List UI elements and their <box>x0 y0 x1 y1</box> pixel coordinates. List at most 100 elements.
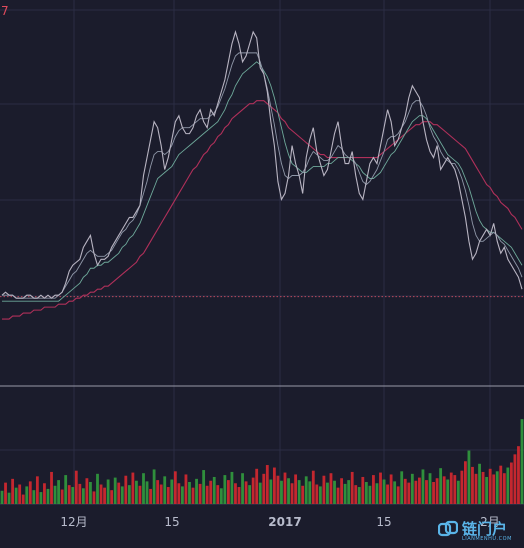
volume-bar <box>471 466 474 504</box>
volume-bar <box>74 470 78 504</box>
volume-bars <box>0 419 524 504</box>
volume-bar <box>138 485 142 504</box>
volume-bar <box>301 485 305 504</box>
volume-bar <box>21 494 25 504</box>
volume-bar <box>478 463 481 504</box>
volume-bar <box>354 485 358 504</box>
volume-bar <box>177 483 181 504</box>
volume-bar <box>46 488 50 504</box>
volume-bar <box>103 487 106 504</box>
volume-bar <box>357 487 361 504</box>
volume-bar <box>294 474 298 504</box>
volume-bar <box>81 488 85 504</box>
volume-bar <box>18 484 22 504</box>
ma-short-line <box>2 52 523 299</box>
volume-bar <box>308 481 312 504</box>
x-tick-labels: 12月 15 2017 15 2月 <box>60 515 499 529</box>
volume-bar <box>135 480 138 504</box>
volume-bar <box>347 480 351 504</box>
volume-bar <box>205 485 209 504</box>
volume-bar <box>311 470 315 504</box>
volume-bar <box>89 482 92 504</box>
volume-bar <box>212 476 216 504</box>
x-tick-label: 15 <box>164 515 179 529</box>
volume-bar <box>432 482 435 504</box>
volume-bar <box>509 462 513 504</box>
volume-bar <box>368 485 372 504</box>
volume-bar <box>92 491 96 504</box>
volume-bar <box>375 483 379 504</box>
volume-bar <box>64 475 68 504</box>
volume-bar <box>110 490 114 504</box>
volume-bar <box>418 477 421 504</box>
volume-bar <box>517 446 520 504</box>
volume-bar <box>195 478 198 504</box>
volume-bar <box>251 477 255 504</box>
volume-bar <box>407 482 411 504</box>
volume-bar <box>329 473 333 504</box>
volume-bar <box>326 482 329 504</box>
x-tick-label: 2月 <box>480 515 500 529</box>
volume-bar <box>265 465 269 504</box>
volume-bar <box>467 450 471 504</box>
volume-bar <box>67 485 71 504</box>
volume-bar <box>0 490 4 504</box>
volume-bar <box>28 481 32 504</box>
volume-bar <box>173 471 177 504</box>
volume-bar <box>35 476 39 504</box>
volume-bar <box>223 475 227 504</box>
volume-bar <box>428 473 432 504</box>
volume-bar <box>414 480 418 504</box>
volume-bar <box>364 482 368 504</box>
volume-bar <box>14 487 18 504</box>
volume-bar <box>481 471 485 504</box>
volume-bar <box>78 483 82 504</box>
volume-bar <box>421 469 425 504</box>
volume-bar <box>336 487 340 504</box>
volume-bar <box>85 478 89 504</box>
volume-bar <box>99 484 103 504</box>
ma-long-line <box>2 100 523 320</box>
volume-bar <box>4 482 7 504</box>
volume-bar <box>382 479 386 504</box>
volume-bar <box>145 481 149 504</box>
volume-bar <box>117 482 121 504</box>
volume-bar <box>333 480 336 504</box>
volume-bar <box>372 475 375 504</box>
volume-bar <box>53 485 57 504</box>
volume-bar <box>280 480 283 504</box>
volume-bar <box>32 490 36 504</box>
x-tick-label: 15 <box>376 515 391 529</box>
volume-bar <box>322 475 326 504</box>
volume-bar <box>410 473 414 504</box>
volume-bar <box>163 476 167 504</box>
volume-bar <box>124 475 128 504</box>
volume-bar <box>318 486 322 504</box>
volume-bar <box>131 472 135 504</box>
volume-bar <box>43 483 46 504</box>
volume-bar <box>499 465 503 504</box>
volume-bar <box>396 486 400 504</box>
volume-bar <box>237 487 241 504</box>
volume-bar <box>449 472 453 504</box>
volume-bar <box>60 489 64 504</box>
watermark: 链门户 LIANMENHU.COM <box>438 518 522 544</box>
volume-bar <box>283 472 287 504</box>
volume-bar <box>7 492 11 504</box>
watermark-text: 链门户 <box>462 520 508 538</box>
volume-bar <box>361 476 365 504</box>
volume-bar <box>340 478 343 504</box>
volume-bar <box>184 474 188 504</box>
volume-bar <box>439 468 443 504</box>
volume-bar <box>502 473 506 504</box>
volume-bar <box>520 419 524 504</box>
volume-bar <box>244 481 248 504</box>
volume-bar <box>460 470 464 504</box>
volume-bar <box>297 480 301 504</box>
volume-bar <box>25 486 29 504</box>
volume-bar <box>464 461 467 504</box>
volume-bar <box>219 488 223 504</box>
volume-bar <box>403 478 407 504</box>
watermark-subtext: LIANMENHU.COM <box>462 536 512 542</box>
volume-bar <box>350 471 354 504</box>
